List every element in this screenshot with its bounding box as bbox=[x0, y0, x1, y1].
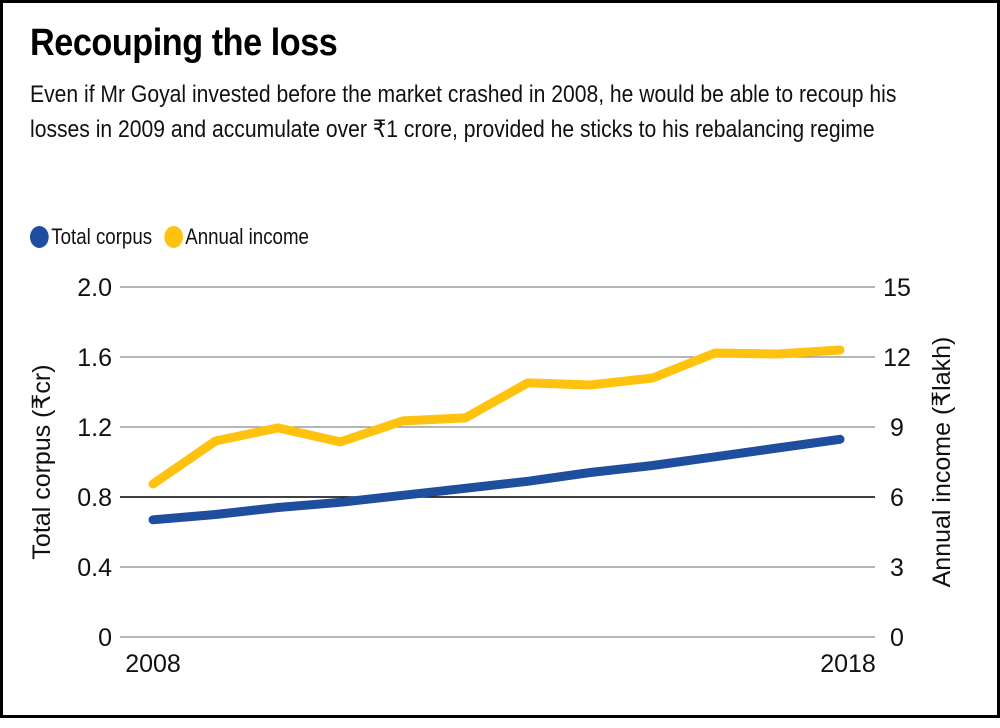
left-tick-label: 1.6 bbox=[77, 344, 112, 372]
left-axis-ticks: 0 0.4 0.8 1.2 1.6 2.0 bbox=[77, 274, 112, 652]
right-tick-label: 6 bbox=[890, 484, 904, 512]
legend-dot-icon bbox=[163, 226, 183, 248]
legend-item-annual-income: Annual income bbox=[163, 224, 309, 250]
series-line-annual-income bbox=[148, 345, 845, 489]
gridlines bbox=[120, 286, 875, 638]
left-tick-label: 2.0 bbox=[77, 274, 112, 302]
right-tick-label: 0 bbox=[890, 624, 904, 652]
chart-title: Recouping the loss bbox=[30, 22, 338, 64]
left-tick-label: 0.4 bbox=[77, 554, 112, 582]
left-tick-label: 0.8 bbox=[77, 484, 112, 512]
right-tick-label: 3 bbox=[890, 554, 904, 582]
right-tick-label: 15 bbox=[883, 274, 911, 302]
right-axis-title: Annual income (₹lakh) bbox=[928, 337, 956, 588]
right-tick-label: 12 bbox=[883, 344, 911, 372]
legend-label: Total corpus bbox=[51, 224, 153, 249]
x-tick-label-last: 2018 bbox=[820, 650, 876, 678]
left-tick-label: 0 bbox=[98, 624, 112, 652]
series-lines bbox=[148, 345, 845, 525]
series-line-total-corpus bbox=[148, 434, 845, 525]
x-axis-ticks: 2008 2018 bbox=[125, 650, 876, 678]
legend-item-total-corpus: Total corpus bbox=[30, 224, 152, 250]
legend-dot-icon bbox=[30, 226, 49, 248]
left-tick-label: 1.2 bbox=[77, 414, 112, 442]
legend: Total corpus Annual income bbox=[30, 224, 321, 250]
left-axis-title: Total corpus (₹cr) bbox=[28, 364, 56, 559]
chart-subtitle: Even if Mr Goyal invested before the mar… bbox=[30, 81, 897, 143]
x-tick-label-first: 2008 bbox=[125, 650, 181, 678]
right-axis-ticks: 0 3 6 9 12 15 bbox=[883, 274, 911, 652]
right-tick-label: 9 bbox=[890, 414, 904, 442]
legend-label: Annual income bbox=[185, 224, 309, 249]
